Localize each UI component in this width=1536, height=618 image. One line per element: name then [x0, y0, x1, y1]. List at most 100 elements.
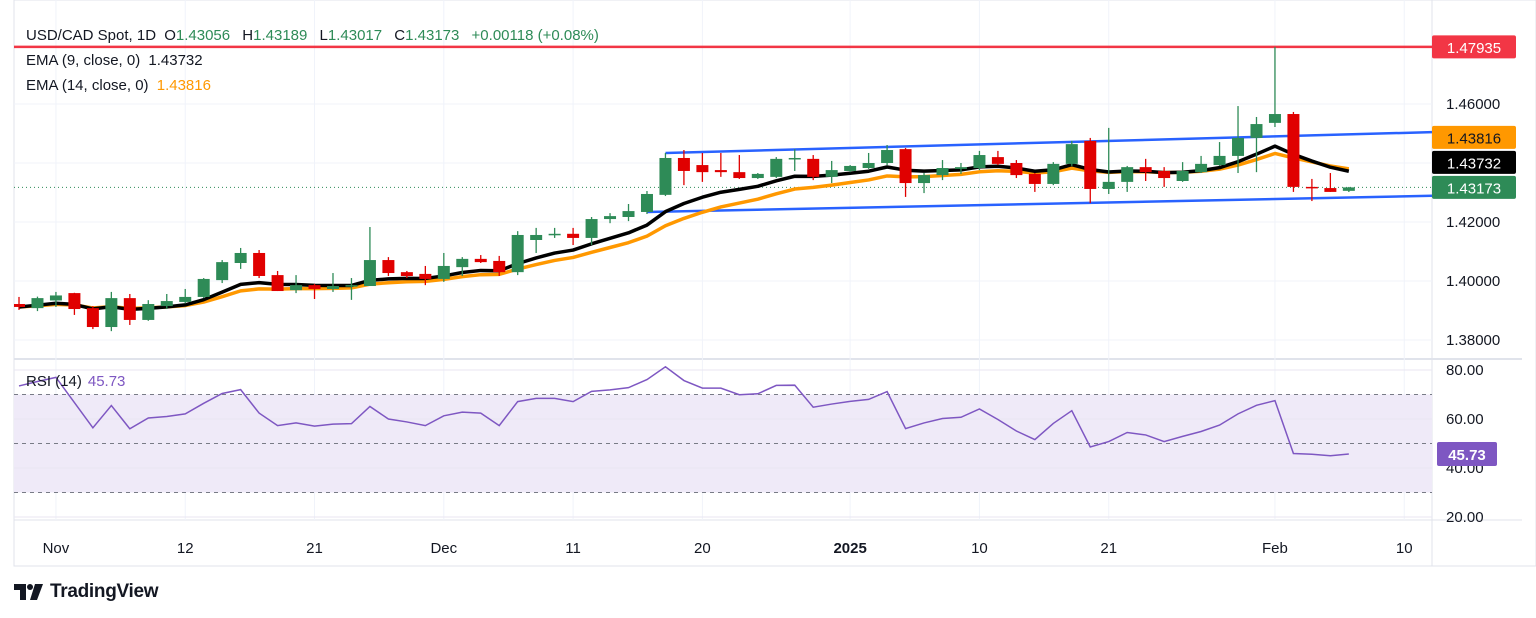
x-tick-label: 11 [565, 540, 581, 557]
candle[interactable] [1195, 155, 1208, 174]
candle[interactable] [1287, 111, 1300, 192]
candle[interactable] [493, 255, 506, 276]
candle[interactable] [345, 278, 358, 300]
candle-body [308, 285, 321, 289]
tradingview-logo[interactable]: TradingView [14, 581, 159, 603]
candle[interactable] [954, 163, 967, 174]
candle[interactable] [31, 296, 44, 312]
candle-body [1324, 188, 1337, 192]
candle[interactable] [936, 160, 949, 181]
candle[interactable] [918, 173, 931, 194]
rsi-pane [14, 365, 1432, 518]
candle[interactable] [474, 255, 487, 264]
candle[interactable] [1010, 160, 1023, 179]
candle[interactable] [973, 150, 986, 171]
rsi-tick-label: 80.00 [1446, 362, 1484, 379]
candle[interactable] [844, 165, 857, 173]
rsi-legend[interactable]: RSI (14) 45.73 [26, 373, 125, 390]
candle[interactable] [862, 152, 875, 169]
candle[interactable] [1232, 106, 1245, 174]
candle[interactable] [1250, 116, 1263, 173]
candle[interactable] [788, 149, 801, 171]
candle-body [751, 173, 764, 179]
candle-body [677, 157, 690, 171]
candle[interactable] [363, 227, 376, 287]
candle[interactable] [68, 292, 81, 315]
candle[interactable] [548, 227, 561, 238]
candle[interactable] [659, 152, 672, 197]
candle[interactable] [899, 147, 912, 197]
candle[interactable] [696, 152, 709, 182]
candle[interactable] [419, 265, 432, 286]
candle[interactable] [640, 191, 653, 215]
channel-lower-line[interactable] [646, 194, 1432, 214]
candle[interactable] [382, 257, 395, 276]
candle[interactable] [1324, 173, 1337, 192]
resistance-price-badge-text: 1.47935 [1447, 40, 1501, 57]
candle[interactable] [733, 155, 746, 179]
candle[interactable] [234, 247, 247, 269]
chart-frame [13, 0, 1536, 567]
candle[interactable] [714, 152, 727, 177]
candle[interactable] [13, 296, 25, 310]
candle[interactable] [1047, 162, 1060, 186]
channel-upper-line[interactable] [665, 130, 1432, 155]
open-value: 1.43056 [175, 27, 231, 44]
candle[interactable] [1028, 173, 1041, 192]
candle[interactable] [677, 150, 690, 186]
candle[interactable] [1139, 158, 1152, 181]
candle-body [530, 234, 543, 240]
candle[interactable] [991, 150, 1004, 166]
candle[interactable] [123, 293, 136, 325]
candle[interactable] [770, 157, 783, 179]
candle-body [1195, 163, 1208, 173]
candle[interactable] [807, 155, 820, 181]
candle[interactable] [1065, 140, 1078, 166]
candle[interactable] [253, 250, 266, 279]
candle[interactable] [271, 270, 284, 292]
candle[interactable] [1121, 165, 1134, 192]
candle[interactable] [86, 306, 99, 330]
candle[interactable] [1158, 167, 1171, 187]
candle-body [1250, 124, 1263, 138]
candle[interactable] [437, 252, 450, 282]
candle[interactable] [751, 173, 764, 179]
symbol-title[interactable]: USD/CAD Spot, 1D [26, 27, 157, 44]
candle[interactable] [604, 213, 617, 224]
candle-body [400, 272, 413, 276]
candle[interactable] [1342, 186, 1355, 192]
candle[interactable] [197, 278, 210, 299]
candle[interactable] [456, 257, 469, 276]
candle[interactable] [105, 291, 118, 332]
candle-body [1084, 140, 1097, 189]
chart-canvas[interactable]: Nov 12 21 Dec 11 20 2025 10 21 Feb 10 1.38000 1.4000… [0, 0, 1536, 575]
candle[interactable] [160, 293, 173, 310]
candle[interactable] [1268, 46, 1281, 128]
candle[interactable] [308, 283, 321, 299]
candle[interactable] [1102, 127, 1115, 194]
candle[interactable] [530, 227, 543, 253]
candle[interactable] [49, 291, 62, 307]
candle-body [1102, 181, 1115, 189]
candle[interactable] [567, 227, 580, 246]
candle[interactable] [290, 275, 303, 294]
candle-body [881, 150, 894, 163]
candle[interactable] [216, 260, 229, 284]
candle-body [160, 301, 173, 307]
candle[interactable] [1213, 142, 1226, 166]
candle[interactable] [1084, 137, 1097, 204]
candle[interactable] [142, 300, 155, 321]
candle[interactable] [622, 204, 635, 222]
candle[interactable] [400, 270, 413, 279]
candle-body [216, 262, 229, 281]
candle[interactable] [326, 273, 339, 292]
candle[interactable] [1176, 162, 1189, 182]
ema9-legend[interactable]: EMA (9, close, 0) 1.43732 [26, 52, 207, 69]
candle[interactable] [179, 288, 192, 304]
candle[interactable] [585, 216, 598, 246]
candle[interactable] [511, 231, 524, 276]
candle[interactable] [1305, 178, 1318, 202]
ema14-legend[interactable]: EMA (14, close, 0) 1.43816 [26, 77, 215, 94]
candle[interactable] [881, 145, 894, 166]
candle[interactable] [825, 160, 838, 184]
